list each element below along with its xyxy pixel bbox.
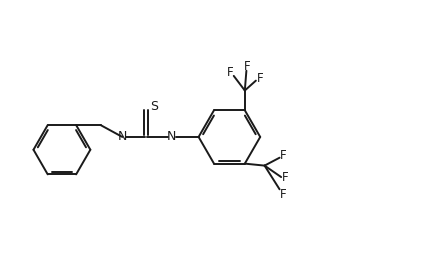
Text: F: F — [244, 60, 250, 72]
Text: N: N — [118, 130, 127, 143]
Text: F: F — [280, 188, 287, 200]
Text: F: F — [282, 171, 288, 184]
Text: N: N — [167, 130, 176, 143]
Text: F: F — [226, 66, 233, 79]
Text: F: F — [280, 149, 287, 162]
Text: F: F — [256, 72, 263, 85]
Text: S: S — [150, 100, 158, 113]
